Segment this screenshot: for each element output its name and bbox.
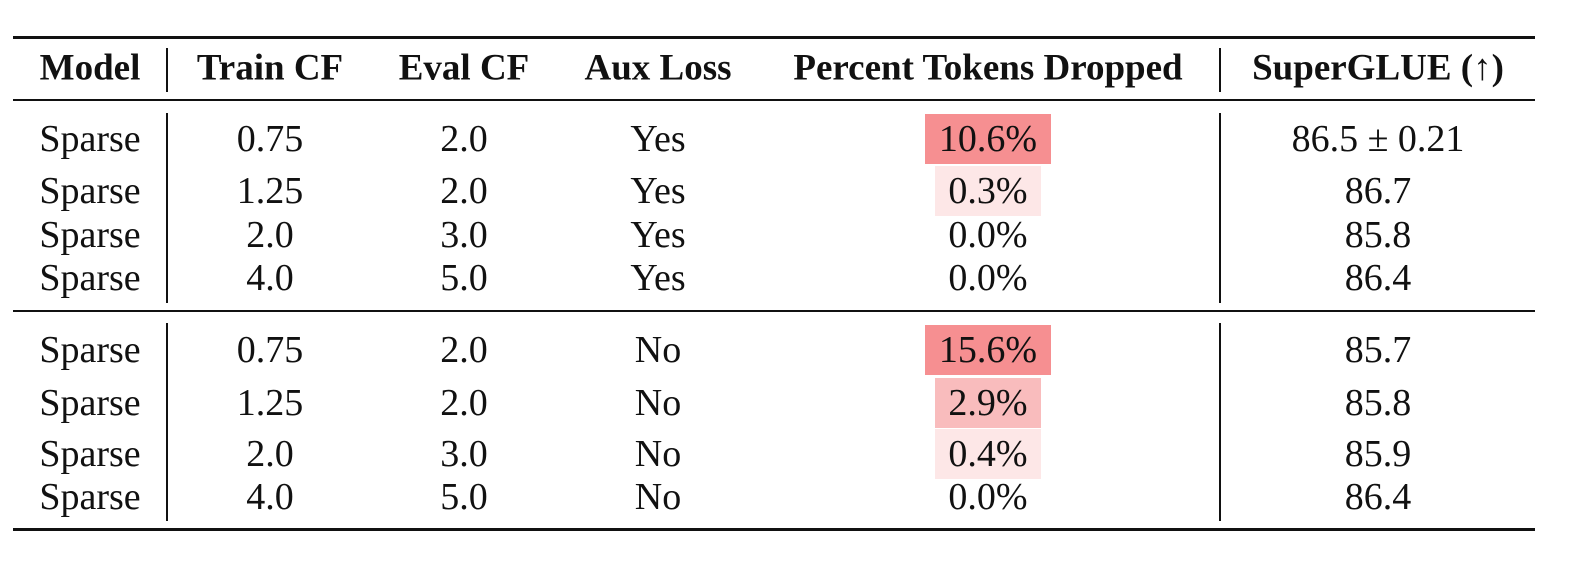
superglue-cell: 86.7 [1344, 170, 1412, 212]
superglue-cell: 86.5 ± 0.21 [1291, 118, 1465, 160]
aux-loss-cell: No [634, 433, 682, 475]
eval-cf-cell: 2.0 [440, 118, 488, 160]
aux-loss-cell: No [634, 476, 682, 518]
aux-loss-cell: No [634, 382, 682, 424]
bottom-rule [13, 528, 1535, 531]
aux-loss-cell: Yes [630, 170, 686, 212]
aux-loss-cell: Yes [630, 118, 686, 160]
header-divider-model [166, 48, 168, 92]
eval-cf-cell: 2.0 [440, 329, 488, 371]
header-percent-tokens-dropped: Percent Tokens Dropped [793, 47, 1183, 89]
group1-divider-model [166, 113, 168, 303]
aux-loss-cell: No [634, 329, 682, 371]
group-separator-rule [13, 310, 1535, 312]
eval-cf-cell: 5.0 [440, 476, 488, 518]
superglue-cell: 85.7 [1344, 329, 1412, 371]
dropped-highlight [935, 378, 1041, 428]
percent-dropped-cell: 0.0% [948, 476, 1028, 518]
header-superglue: SuperGLUE (↑) [1252, 47, 1504, 89]
header-train-cf: Train CF [196, 47, 344, 89]
group1-divider-superglue [1219, 113, 1221, 303]
aux-loss-cell: Yes [630, 214, 686, 256]
header-model: Model [39, 47, 141, 89]
train-cf-cell: 2.0 [246, 433, 294, 475]
percent-dropped-cell: 2.9% [948, 382, 1028, 424]
model-cell: Sparse [39, 382, 141, 424]
percent-dropped-cell: 0.3% [948, 170, 1028, 212]
eval-cf-cell: 2.0 [440, 382, 488, 424]
eval-cf-cell: 2.0 [440, 170, 488, 212]
group2-divider-superglue [1219, 323, 1221, 521]
header-divider-superglue [1219, 48, 1221, 92]
train-cf-cell: 1.25 [236, 382, 304, 424]
percent-dropped-cell: 0.0% [948, 214, 1028, 256]
dropped-highlight [935, 429, 1041, 479]
model-cell: Sparse [39, 257, 141, 299]
train-cf-cell: 0.75 [236, 118, 304, 160]
eval-cf-cell: 3.0 [440, 433, 488, 475]
model-cell: Sparse [39, 433, 141, 475]
aux-loss-cell: Yes [630, 257, 686, 299]
dropped-highlight [925, 325, 1051, 375]
percent-dropped-cell: 0.4% [948, 433, 1028, 475]
superglue-cell: 85.8 [1344, 214, 1412, 256]
model-cell: Sparse [39, 170, 141, 212]
train-cf-cell: 4.0 [246, 476, 294, 518]
percent-dropped-cell: 0.0% [948, 257, 1028, 299]
dropped-highlight [935, 166, 1041, 216]
model-cell: Sparse [39, 476, 141, 518]
percent-dropped-cell: 10.6% [938, 118, 1038, 160]
superglue-cell: 86.4 [1344, 257, 1412, 299]
header-eval-cf: Eval CF [398, 47, 530, 89]
group2-divider-model [166, 323, 168, 521]
train-cf-cell: 0.75 [236, 329, 304, 371]
eval-cf-cell: 5.0 [440, 257, 488, 299]
train-cf-cell: 4.0 [246, 257, 294, 299]
model-cell: Sparse [39, 329, 141, 371]
train-cf-cell: 1.25 [236, 170, 304, 212]
train-cf-cell: 2.0 [246, 214, 294, 256]
superglue-cell: 86.4 [1344, 476, 1412, 518]
eval-cf-cell: 3.0 [440, 214, 488, 256]
superglue-cell: 85.8 [1344, 382, 1412, 424]
model-cell: Sparse [39, 118, 141, 160]
model-cell: Sparse [39, 214, 141, 256]
superglue-cell: 85.9 [1344, 433, 1412, 475]
percent-dropped-cell: 15.6% [938, 329, 1038, 371]
dropped-highlight [925, 114, 1051, 164]
top-rule [13, 36, 1535, 39]
header-aux-loss: Aux Loss [584, 47, 732, 89]
header-rule [13, 99, 1535, 101]
